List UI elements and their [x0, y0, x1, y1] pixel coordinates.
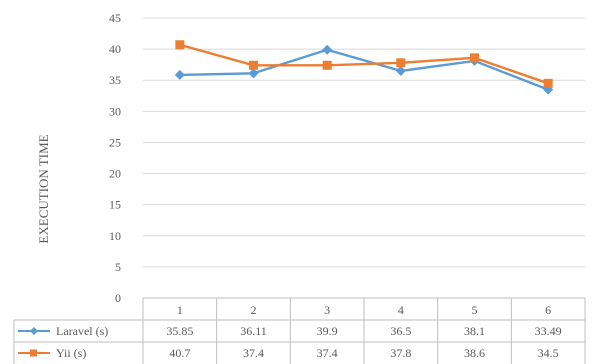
gridlines	[143, 17, 585, 299]
data-point	[174, 69, 185, 80]
data-point	[543, 78, 553, 88]
table-value-cell: 38.6	[464, 346, 485, 360]
series-line	[179, 48, 549, 91]
y-tick-label: 45	[109, 11, 121, 25]
table-row: Yii (s) 40.7 37.4 37.4 37.8 38.6 34.5	[18, 346, 559, 360]
legend-series-name: Laravel (s)	[56, 324, 108, 338]
table-value-cell: 40.7	[169, 346, 190, 360]
x-tick-label: 1	[177, 303, 183, 317]
x-tick-label: 4	[398, 303, 404, 317]
legend-key-marker	[30, 327, 38, 335]
series-laravel	[174, 44, 554, 95]
table-value-cell: 37.4	[243, 346, 264, 360]
y-tick-label: 20	[109, 167, 121, 181]
table-value-cell: 33.49	[535, 324, 562, 338]
x-tick-label: 5	[472, 303, 478, 317]
y-tick-label: 35	[109, 73, 121, 87]
data-point	[322, 44, 333, 55]
table-value-cell: 35.85	[166, 324, 193, 338]
data-point	[396, 58, 406, 68]
y-tick-label: 0	[115, 291, 121, 305]
data-point	[470, 53, 479, 63]
data-point	[249, 60, 258, 70]
y-tick-label: 10	[109, 229, 121, 243]
table-value-cell: 34.5	[538, 346, 559, 360]
table-value-cell: 39.9	[317, 324, 338, 338]
y-tick-label: 30	[109, 104, 121, 118]
series-line	[179, 43, 549, 85]
y-axis-title: EXECUTION TIME	[36, 134, 51, 243]
series-yii	[175, 40, 553, 88]
x-tick-label: 6	[545, 303, 551, 317]
table-value-cell: 37.4	[317, 346, 338, 360]
y-tick-label: 40	[109, 42, 121, 56]
data-point	[248, 68, 259, 79]
y-tick-label: 25	[109, 135, 121, 149]
data-point	[322, 60, 332, 70]
table-value-cell: 37.8	[390, 346, 411, 360]
y-tick-label: 15	[109, 198, 121, 212]
legend-key-marker	[30, 349, 37, 357]
series-lines	[174, 40, 554, 95]
table-value-cell: 36.5	[390, 324, 411, 338]
legend-series-name: Yii (s)	[56, 346, 86, 360]
data-point	[175, 40, 185, 50]
table-row: Laravel (s) 35.85 36.11 39.9 36.5 38.1 33.49	[18, 324, 562, 338]
data-table: 1 2 3 4 5 6 Laravel (s) 35.85 36.11 39.9 36.5 38.1 3…	[13, 297, 586, 364]
y-tick-label: 5	[115, 260, 121, 274]
y-tick-labels: 0 5 10 15 20 25 30 35 40 45	[109, 11, 121, 305]
x-tick-label: 2	[251, 303, 257, 317]
table-value-cell: 36.11	[240, 324, 267, 338]
table-value-cell: 38.1	[464, 324, 485, 338]
x-tick-label: 3	[324, 303, 330, 317]
data-point	[395, 65, 406, 76]
